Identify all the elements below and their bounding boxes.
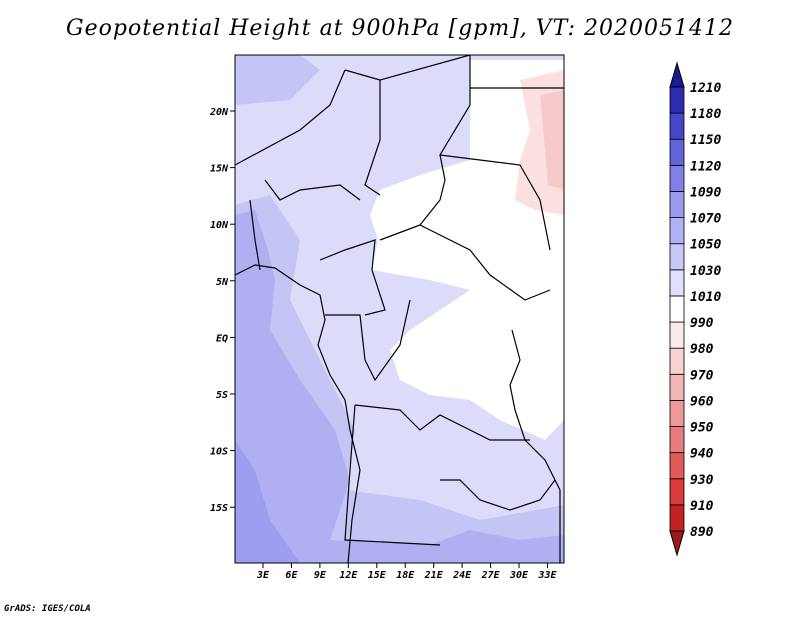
border-car xyxy=(379,224,551,301)
country-borders xyxy=(235,55,564,563)
colorbar-label: 970 xyxy=(690,368,714,383)
border-west-inner-2 xyxy=(249,199,261,271)
colorbar-bin xyxy=(669,321,685,349)
x-tick-label: 9E xyxy=(314,570,327,581)
border-congo xyxy=(325,299,411,382)
border-west-inner xyxy=(264,179,361,201)
colorbar-label: 1180 xyxy=(690,107,721,122)
colorbar-label: 980 xyxy=(690,342,714,357)
y-tick-label: 15S xyxy=(210,503,228,514)
colorbar-bin xyxy=(669,452,685,480)
colorbar-label: 1010 xyxy=(690,290,721,305)
colorbar-label: 1030 xyxy=(690,264,721,279)
y-tick-label: 5N xyxy=(216,277,229,288)
border-north-3 xyxy=(379,55,471,81)
y-tick-label: 5S xyxy=(216,390,228,401)
border-north-2 xyxy=(344,69,381,196)
colorbar-bin xyxy=(669,217,685,245)
colorbar-bin xyxy=(669,478,685,506)
colorbar-bin xyxy=(669,269,685,297)
border-drc-south xyxy=(354,404,530,441)
field-1050-north xyxy=(235,55,320,105)
field-1090-corner xyxy=(235,440,300,563)
x-tick-label: 15E xyxy=(368,570,387,581)
colorbar-label: 1120 xyxy=(690,159,721,174)
field-1070-southwest xyxy=(235,210,564,563)
colorbar-label: 930 xyxy=(690,473,714,488)
credit-label: GrADS: IGES/COLA xyxy=(4,604,91,614)
colorbar-label: 1210 xyxy=(690,81,721,96)
colorbar-bin xyxy=(669,347,685,375)
colorbar-label: 960 xyxy=(690,394,714,409)
colorbar-bin xyxy=(669,86,685,114)
colorbar-bin xyxy=(669,426,685,454)
x-tick-label: 30E xyxy=(509,570,529,581)
colorbar-arrow-low xyxy=(669,530,685,557)
border-sudan-west xyxy=(439,154,551,251)
border-zambia xyxy=(440,479,556,511)
colorbar-bin xyxy=(669,295,685,323)
colorbar-bin xyxy=(669,138,685,166)
x-tick-label: 12E xyxy=(339,570,358,581)
chart-title: Geopotential Height at 900hPa [gpm], VT:… xyxy=(66,16,734,41)
border-angola xyxy=(344,404,441,546)
y-tick-label: 10N xyxy=(210,220,229,231)
y-tick-label: 10S xyxy=(210,447,228,458)
x-tick-label: 3E xyxy=(256,570,270,581)
colorbar-label: 1090 xyxy=(690,185,721,200)
colorbar-bin xyxy=(669,243,685,271)
colorbar-bin xyxy=(669,112,685,140)
x-tick-label: 21E xyxy=(424,570,444,581)
y-tick-label: 20N xyxy=(209,107,229,118)
colorbar-label: 1050 xyxy=(690,238,721,253)
x-tick-label: 33E xyxy=(537,570,557,581)
colorbar-bin xyxy=(669,373,685,401)
x-tick-label: 24E xyxy=(452,570,472,581)
y-tick-label: EQ xyxy=(216,333,228,344)
x-tick-label: 18E xyxy=(396,570,415,581)
colorbar-bin xyxy=(669,504,685,532)
border-cameroon xyxy=(319,239,386,316)
colorbar-label: 950 xyxy=(690,421,714,436)
colorbar-label: 910 xyxy=(690,499,714,514)
y-tick-label: 15N xyxy=(210,164,229,175)
map-field xyxy=(235,55,564,563)
colorbar-bin xyxy=(669,164,685,192)
colorbar-label: 1070 xyxy=(690,212,721,227)
x-axis: 3E 6E 9E 12E 15E 18E 21E 24E 27E 30E 33E xyxy=(256,563,558,581)
colorbar-label: 890 xyxy=(690,525,714,540)
border-north-1 xyxy=(235,69,346,166)
colorbar-label: 940 xyxy=(690,447,714,462)
x-tick-label: 27E xyxy=(481,570,501,581)
colorbar-bin xyxy=(669,191,685,218)
x-tick-label: 6E xyxy=(285,570,298,581)
colorbar-arrow-high xyxy=(669,61,685,88)
colorbar-bin xyxy=(669,400,685,427)
map-frame xyxy=(234,54,565,564)
colorbar-label: 1150 xyxy=(690,133,721,148)
field-980 xyxy=(540,90,564,190)
coastline-west xyxy=(235,264,361,563)
border-east-lakes xyxy=(509,329,561,563)
colorbar: 890 910 930 940 950 960 970 980 990 1010 1030 1050 1… xyxy=(669,61,721,557)
colorbar-label: 990 xyxy=(690,316,714,331)
y-axis: 20N 15N 10N 5N EQ 5S 10S 15S xyxy=(209,107,235,514)
